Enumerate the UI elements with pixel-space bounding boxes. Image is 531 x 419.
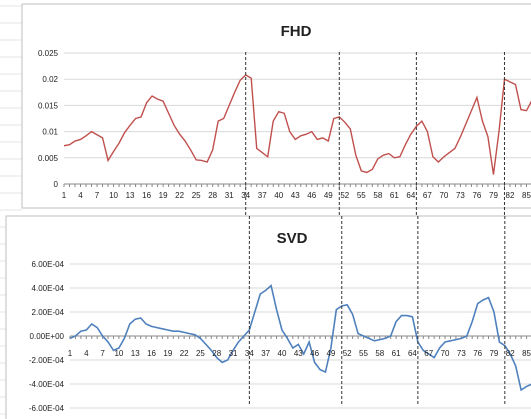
svd-y-tick-label: 0.00E+00 (30, 332, 65, 341)
svd-y-tick-label: 4.00E-04 (32, 284, 65, 293)
svd-x-tick-label: 7 (100, 349, 105, 358)
svd-x-tick-label: 13 (131, 349, 140, 358)
fhd-x-tick-label: 67 (423, 191, 432, 200)
fhd-y-tick-label: 0.025 (38, 49, 59, 58)
svd-x-tick-label: 73 (457, 349, 466, 358)
svd-x-tick-label: 4 (84, 349, 89, 358)
svd-y-tick-labels: 6.00E-04 4.00E-04 2.00E-04 0.00E+00 -2.00E-0… (29, 260, 65, 413)
svd-gridlines (69, 263, 531, 409)
svd-x-tick-label: 10 (114, 349, 123, 358)
svd-x-tick-label: 49 (326, 349, 335, 358)
vertical-marker-lines (245, 52, 506, 406)
fhd-x-tick-label: 25 (192, 191, 201, 200)
svd-chart-area[interactable] (5, 215, 531, 419)
fhd-x-tick-label: 46 (307, 191, 316, 200)
fhd-x-tick-label: 1 (62, 191, 67, 200)
fhd-x-tick-label: 52 (340, 191, 349, 200)
fhd-chart-area[interactable] (21, 3, 531, 209)
svd-x-tick-label: 67 (424, 349, 433, 358)
svd-x-tick-label: 79 (489, 349, 498, 358)
svd-x-tick-label: 43 (294, 349, 303, 358)
fhd-x-tick-label: 64 (406, 191, 415, 200)
fhd-x-tick-label: 28 (208, 191, 217, 200)
fhd-y-tick-label: 0.005 (38, 154, 59, 163)
svd-x-tick-label: 40 (278, 349, 287, 358)
svd-x-tick-label: 46 (310, 349, 319, 358)
fhd-x-tick-label: 19 (159, 191, 168, 200)
fhd-x-tick-label: 82 (506, 191, 515, 200)
fhd-series-line (63, 74, 531, 175)
fhd-x-tick-label: 73 (456, 191, 465, 200)
svd-x-tick-label: 37 (261, 349, 270, 358)
fhd-x-tick-label: 34 (241, 191, 250, 200)
fhd-y-tick-label: 0.015 (38, 101, 59, 110)
fhd-x-tick-labels: 1 4 7 10 13 16 19 22 25 28 31 34 37 40 43 46 49 52 55 58 61 6… (62, 191, 531, 200)
svd-x-tick-label: 52 (343, 349, 352, 358)
fhd-x-tick-label: 49 (324, 191, 333, 200)
svd-x-tick-label: 19 (163, 349, 172, 358)
svd-y-tick-label: 6.00E-04 (32, 260, 65, 269)
svd-y-tick-label: 2.00E-04 (32, 308, 65, 317)
svd-y-tick-label: -2.00E-04 (29, 356, 65, 365)
fhd-gridlines (63, 52, 531, 187)
fhd-y-tick-label: 0 (54, 180, 59, 189)
svd-x-tick-label: 1 (68, 349, 73, 358)
fhd-x-tick-label: 22 (175, 191, 184, 200)
svd-x-tick-label: 28 (212, 349, 221, 358)
fhd-x-tick-label: 10 (109, 191, 118, 200)
fhd-chart-title: FHD (281, 23, 312, 40)
fhd-x-tick-label: 31 (225, 191, 234, 200)
svd-x-tick-labels: 1 4 7 10 13 16 19 22 25 28 31 34 37 40 43 46 49 52 55 58 61 6… (68, 349, 531, 358)
fhd-x-tick-label: 58 (373, 191, 382, 200)
fhd-y-tick-label: 0.01 (42, 128, 58, 137)
fhd-x-tick-label: 40 (274, 191, 283, 200)
fhd-y-tick-labels: 0 0.005 0.01 0.015 0.02 0.025 (38, 49, 59, 189)
svd-y-tick-label: -6.00E-04 (29, 404, 65, 413)
fhd-x-tick-label: 4 (78, 191, 83, 200)
svd-x-tick-label: 82 (506, 349, 515, 358)
fhd-x-tick-label: 37 (258, 191, 267, 200)
svd-x-tick-label: 16 (147, 349, 156, 358)
fhd-x-tick-label: 43 (291, 191, 300, 200)
fhd-x-tick-label: 79 (489, 191, 498, 200)
svd-y-tick-label: -4.00E-04 (29, 380, 65, 389)
svd-x-tick-label: 58 (375, 349, 384, 358)
svd-series-line (69, 284, 531, 392)
fhd-x-tick-label: 13 (126, 191, 135, 200)
svd-x-tick-label: 76 (473, 349, 482, 358)
svd-x-tick-label: 25 (196, 349, 205, 358)
fhd-x-tick-label: 16 (142, 191, 151, 200)
svd-x-tick-label: 64 (408, 349, 417, 358)
svd-x-tick-label: 85 (522, 349, 531, 358)
fhd-x-tick-label: 61 (390, 191, 399, 200)
svd-x-tick-label: 61 (392, 349, 401, 358)
svd-chart-title: SVD (277, 230, 308, 247)
svd-x-tick-label: 31 (229, 349, 238, 358)
fhd-x-tick-label: 85 (522, 191, 531, 200)
fhd-x-tick-label: 70 (439, 191, 448, 200)
fhd-y-tick-label: 0.02 (42, 75, 58, 84)
svd-x-tick-label: 22 (180, 349, 189, 358)
fhd-x-tick-label: 76 (472, 191, 481, 200)
fhd-x-tick-label: 55 (357, 191, 366, 200)
svd-x-tick-label: 55 (359, 349, 368, 358)
svd-x-tick-label: 70 (441, 349, 450, 358)
fhd-x-tick-label: 7 (95, 191, 100, 200)
